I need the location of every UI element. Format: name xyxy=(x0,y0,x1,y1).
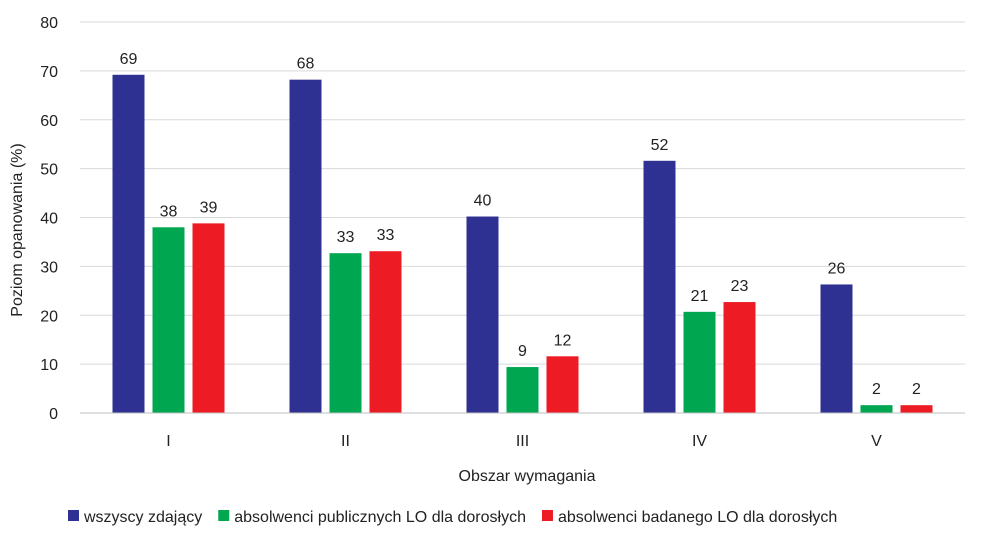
y-tick-label: 10 xyxy=(40,357,58,374)
bars xyxy=(112,74,933,414)
data-label: 2 xyxy=(912,381,921,398)
data-label: 38 xyxy=(160,203,178,220)
legend-swatch xyxy=(68,510,79,521)
data-label: 68 xyxy=(297,56,315,73)
data-label: 40 xyxy=(474,193,492,210)
y-tick-label: 20 xyxy=(40,308,58,325)
bar xyxy=(329,253,362,413)
bar xyxy=(723,302,756,413)
bar xyxy=(112,74,145,413)
x-tick-label: IV xyxy=(692,433,707,450)
x-tick-label: III xyxy=(516,433,529,450)
bar xyxy=(369,251,402,413)
legend-label: absolwenci badanego LO dla dorosłych xyxy=(558,509,837,526)
data-label: 23 xyxy=(731,278,749,295)
legend-item: absolwenci badanego LO dla dorosłych xyxy=(541,509,837,526)
data-label: 33 xyxy=(377,227,395,244)
y-tick-label: 80 xyxy=(40,15,58,32)
x-axis-tick-labels: I II III IV V xyxy=(166,433,882,450)
legend-swatch xyxy=(541,510,553,521)
data-label: 26 xyxy=(828,260,846,277)
x-tick-label: I xyxy=(166,433,170,450)
legend-label: wszyscy zdający xyxy=(83,509,202,526)
y-tick-label: 40 xyxy=(40,211,58,228)
bar xyxy=(506,367,539,413)
data-label: 21 xyxy=(691,288,709,305)
data-label: 39 xyxy=(200,199,218,216)
data-label: 33 xyxy=(337,229,355,246)
data-label: 69 xyxy=(120,51,138,68)
x-axis-title: Obszar wymagania xyxy=(459,468,596,485)
x-tick-label: II xyxy=(341,433,350,450)
data-label: 12 xyxy=(554,332,572,349)
data-label: 2 xyxy=(872,381,881,398)
legend-label: absolwenci publicznych LO dla dorosłych xyxy=(234,509,526,526)
bar xyxy=(192,223,225,413)
legend-swatch xyxy=(218,510,230,521)
bar xyxy=(820,284,853,413)
y-tick-label: 50 xyxy=(40,162,58,179)
bar xyxy=(643,160,676,413)
y-tick-label: 30 xyxy=(40,259,58,276)
y-tick-label: 0 xyxy=(49,406,58,423)
y-tick-label: 70 xyxy=(40,64,58,81)
bar xyxy=(860,405,893,413)
legend-item: wszyscy zdający xyxy=(68,509,202,526)
bar xyxy=(289,79,322,414)
y-tick-label: 60 xyxy=(40,113,58,130)
gridlines xyxy=(80,21,965,365)
bar xyxy=(683,311,716,413)
legend: wszyscy zdający absolwenci publicznych LO… xyxy=(68,509,837,526)
data-labels: 69 38 39 68 33 33 40 9 12 52 21 23 26 2 2 xyxy=(120,51,921,398)
bar xyxy=(546,356,579,413)
bar xyxy=(466,216,499,413)
bar xyxy=(900,405,933,413)
bar xyxy=(152,227,185,413)
y-axis-tick-labels: 0 10 20 30 40 50 60 70 80 xyxy=(40,15,58,423)
data-label: 9 xyxy=(518,343,527,360)
y-axis-title: Poziom opanowania (%) xyxy=(9,143,26,316)
legend-item: absolwenci publicznych LO dla dorosłych xyxy=(218,509,526,526)
x-tick-label: V xyxy=(871,433,882,450)
data-label: 52 xyxy=(651,137,669,154)
